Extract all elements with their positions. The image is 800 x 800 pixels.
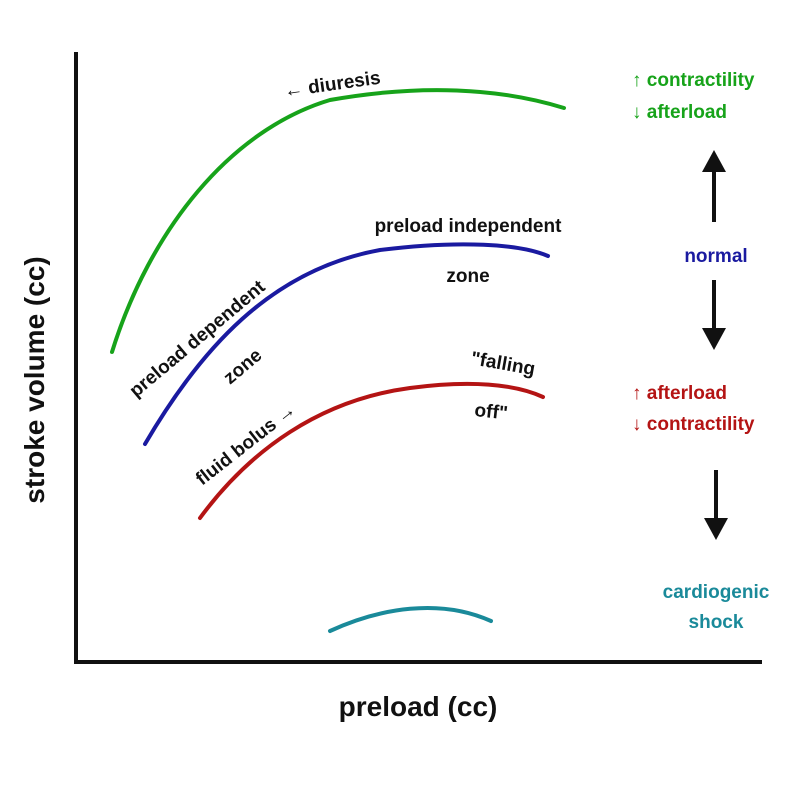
preload-dependent-label: preload dependent: [126, 276, 270, 402]
down-arrow-icon-2: [704, 518, 728, 540]
y-axis-label: stroke volume (cc): [19, 256, 50, 503]
preload-independent-label: preload independent: [375, 216, 563, 237]
preload-dependent-zone-label: zone: [220, 345, 267, 389]
decreased-contractility-label: ↓ contractility: [632, 414, 755, 435]
red-curve: [198, 381, 545, 520]
cardiogenic-label: cardiogenic: [663, 582, 770, 603]
green-curve: [110, 88, 566, 354]
fluid-bolus-label: fluid bolus →: [192, 399, 300, 490]
decreased-afterload-label: ↓ afterload: [632, 102, 727, 123]
increased-contractility-label: ↑ contractility: [632, 70, 755, 91]
falling-off-label: "falling: [469, 348, 537, 380]
preload-independent-zone-label: zone: [446, 266, 489, 287]
up-arrow-icon: [702, 150, 726, 172]
diuresis-label: ← diuresis: [283, 68, 382, 102]
falling-off-label-line2: off": [473, 400, 508, 424]
blue-curve: [143, 242, 550, 446]
down-arrow-icon: [702, 328, 726, 350]
x-axis-label: preload (cc): [339, 691, 498, 722]
increased-afterload-label: ↑ afterload: [632, 383, 727, 404]
teal-curve: [328, 606, 493, 633]
shock-label: shock: [689, 612, 744, 633]
normal-label: normal: [684, 246, 747, 267]
